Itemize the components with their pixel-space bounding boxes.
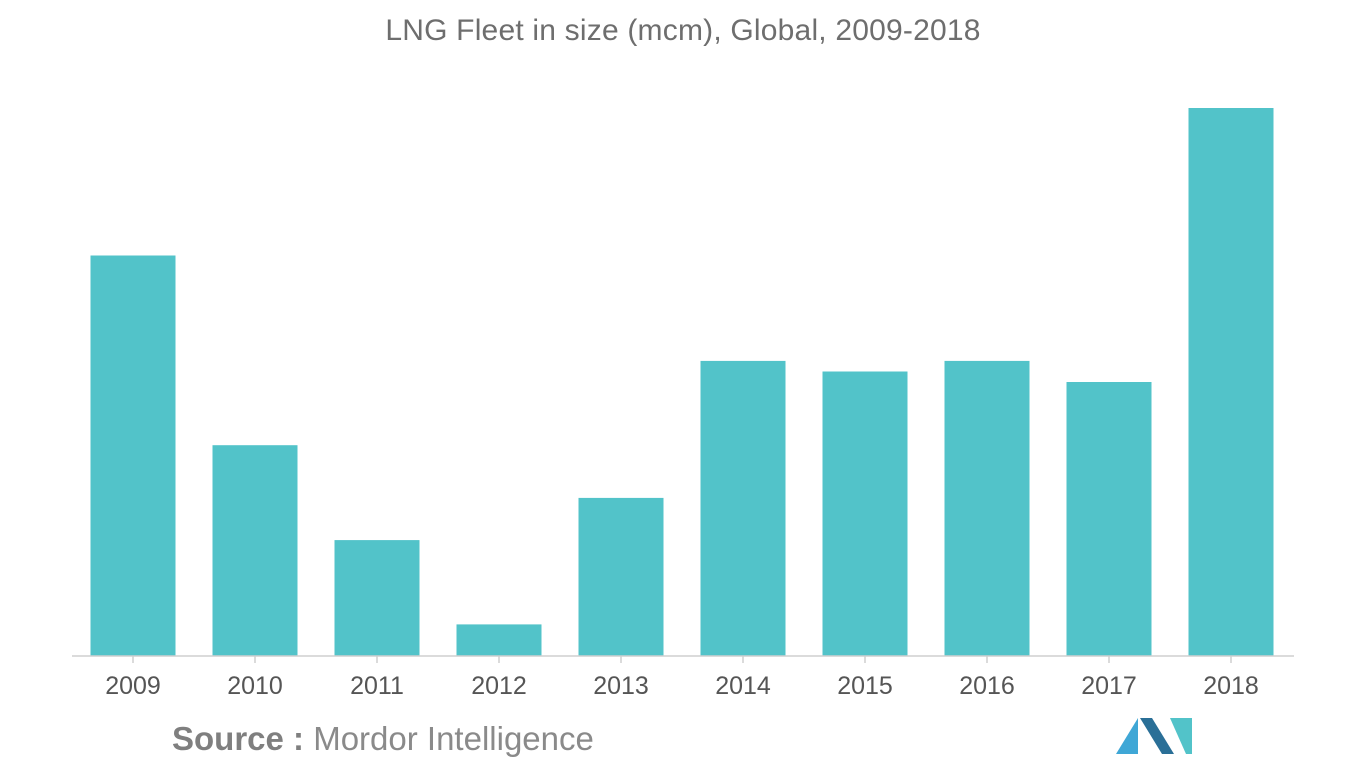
- bar-2010: [212, 445, 298, 656]
- x-tick-label-2014: 2014: [715, 672, 771, 700]
- logo-left-shape: [1116, 718, 1138, 754]
- x-ticks-group: [132, 656, 1232, 663]
- bar-2016: [944, 360, 1030, 656]
- chart-title: LNG Fleet in size (mcm), Global, 2009-20…: [385, 14, 981, 47]
- bar-2011: [334, 540, 420, 656]
- x-tick-label-2013: 2013: [593, 672, 649, 700]
- x-tick-label-2012: 2012: [471, 672, 527, 700]
- mordor-intelligence-logo: [1116, 718, 1192, 754]
- x-tick-label-2016: 2016: [959, 672, 1015, 700]
- bar-2017: [1066, 382, 1152, 656]
- source-label: Source :: [172, 720, 305, 757]
- x-tick-label-2011: 2011: [350, 672, 404, 700]
- x-tick-label-2018: 2018: [1203, 672, 1259, 700]
- logo-right-shape: [1170, 718, 1192, 754]
- x-tick-labels-group: 2009 2010 2011 2012 2013 2014 2015 2016 2017 2018: [105, 672, 1259, 700]
- logo-middle-shape: [1140, 718, 1174, 754]
- bar-2018: [1188, 108, 1274, 656]
- x-tick-label-2015: 2015: [837, 672, 893, 700]
- x-tick-label-2017: 2017: [1081, 672, 1137, 700]
- bar-2014: [700, 360, 786, 656]
- bar-2013: [578, 497, 664, 656]
- bars-group: [90, 108, 1274, 656]
- bar-2009: [90, 255, 176, 656]
- source-text: Mordor Intelligence: [304, 720, 594, 757]
- x-tick-label-2009: 2009: [105, 672, 161, 700]
- bar-2012: [456, 624, 542, 656]
- x-tick-label-2010: 2010: [227, 672, 283, 700]
- source-line: Source : Mordor Intelligence: [172, 720, 594, 758]
- bar-2015: [822, 371, 908, 656]
